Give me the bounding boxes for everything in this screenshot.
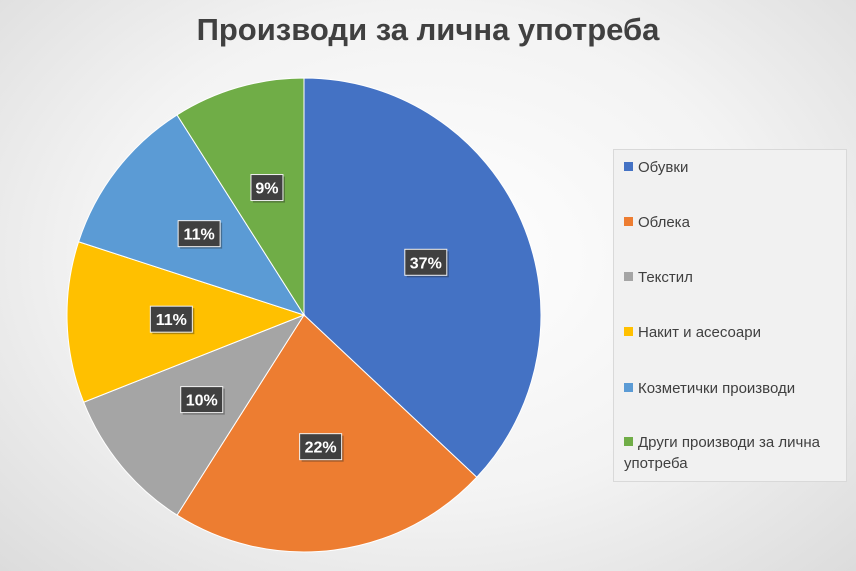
- legend-swatch: [624, 437, 633, 446]
- data-label: 37%: [404, 248, 449, 278]
- legend-swatch: [624, 272, 633, 281]
- svg-text:11%: 11%: [184, 227, 215, 244]
- legend-label: Козметички производи: [638, 380, 796, 397]
- svg-text:22%: 22%: [305, 440, 337, 457]
- pie-slice: [303, 77, 542, 478]
- legend-swatch: [624, 327, 633, 336]
- svg-text:11%: 11%: [156, 312, 187, 329]
- legend-swatch: [624, 162, 633, 171]
- data-label: 11%: [149, 305, 195, 335]
- legend: Обувки Облека Текстил Накит и асесоари Козме…: [613, 149, 847, 482]
- legend-item: Обувки: [624, 157, 844, 178]
- svg-text:37%: 37%: [410, 255, 442, 272]
- chart-title: Производи за лична употреба: [196, 12, 660, 47]
- legend-label: Облека: [638, 214, 690, 231]
- data-label: 10%: [180, 386, 225, 415]
- legend-label: Обувки: [638, 159, 689, 176]
- legend-item: Накит и асесоари: [624, 322, 844, 343]
- svg-text:10%: 10%: [186, 393, 218, 410]
- data-label: 11%: [177, 220, 223, 249]
- pie-slice: [77, 114, 306, 316]
- pie-slice: [176, 77, 305, 317]
- legend-item: Други производи за лична употреба: [624, 432, 844, 474]
- svg-text:9%: 9%: [255, 181, 278, 198]
- legend-item: Облека: [624, 212, 844, 233]
- legend-item: Текстил: [624, 267, 844, 288]
- legend-label: Накит и асесоари: [638, 324, 761, 341]
- legend-swatch: [624, 383, 633, 392]
- data-label: 22%: [299, 433, 344, 462]
- legend-item: Козметички производи: [624, 378, 844, 399]
- pie-slice: [82, 313, 306, 516]
- legend-swatch: [624, 217, 633, 226]
- legend-label: Текстил: [638, 269, 693, 286]
- legend-label: Други производи за лична употреба: [624, 434, 820, 472]
- data-label: 9%: [250, 174, 285, 203]
